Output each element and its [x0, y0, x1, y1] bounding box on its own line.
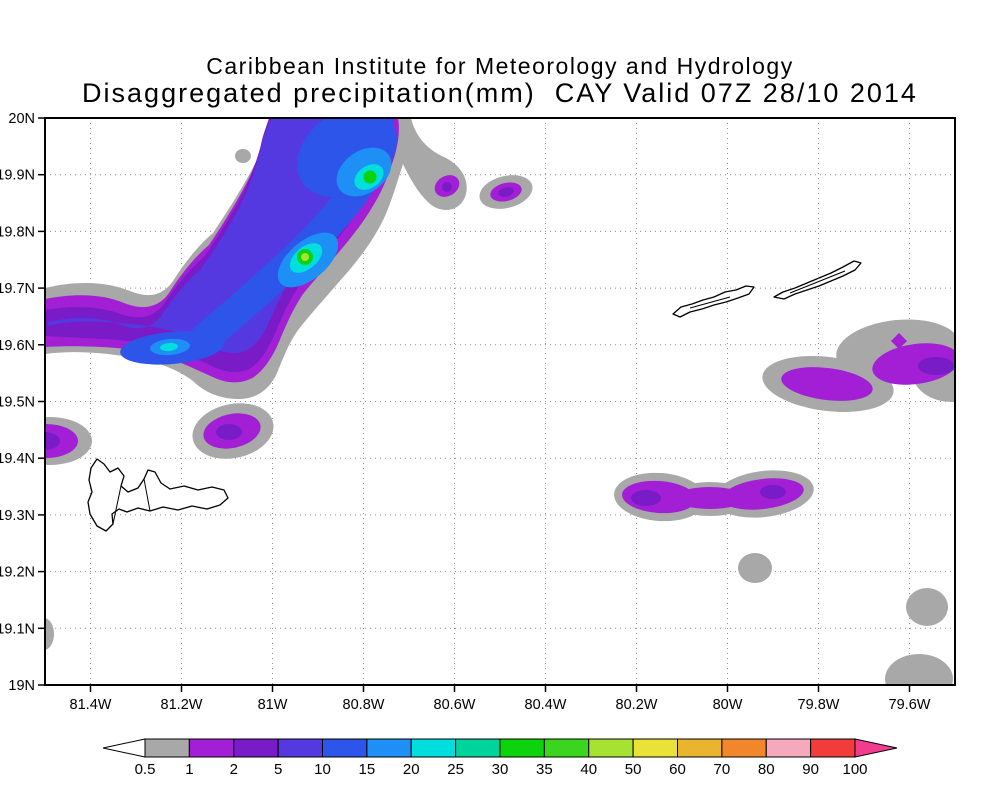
colorbar-tick-label: 50 [625, 761, 642, 778]
y-tick-label: 19.4N [0, 451, 35, 467]
speck-se-corner [885, 654, 953, 685]
y-tick-label: 19.6N [0, 338, 35, 354]
colorbar-tick-label: 2 [230, 761, 238, 778]
colorbar-segment [410, 738, 457, 758]
colorbar-segment [277, 738, 323, 758]
speck-west-edge [45, 618, 54, 650]
colorbar-tick-label: 25 [447, 761, 464, 778]
east-cluster-dot [891, 333, 907, 349]
colorbar-tick-label: 5 [274, 761, 282, 778]
east-cluster-1-b [781, 367, 873, 401]
colorbar-tick-label: 40 [580, 761, 597, 778]
speck-south-central [738, 553, 772, 583]
colorbar-tick-label: 60 [669, 761, 686, 778]
colorbar-segment [588, 738, 634, 758]
colorbar-tick-label: 30 [492, 761, 509, 778]
y-tick-label: 19N [8, 678, 35, 694]
x-tick-label: 80.2W [616, 697, 658, 713]
cayman-brac-outline [773, 260, 862, 300]
colorbar-tick-label: 1 [185, 761, 193, 778]
contour-hook-2 [442, 182, 452, 192]
east-cluster-2 [918, 357, 954, 375]
colorbar-segment [810, 738, 856, 758]
colorbar-segment [721, 738, 767, 758]
organization-title: Caribbean Institute for Meteorology and … [206, 53, 794, 79]
x-tick-label: 80.4W [525, 697, 567, 713]
x-tick-label: 79.6W [889, 697, 931, 713]
chart-title: Disaggregated precipitation(mm) CAY Vali… [82, 78, 918, 108]
x-tick-label: 80.8W [343, 697, 385, 713]
colorbar-tick-label: 70 [714, 761, 731, 778]
island-outlines [87, 260, 862, 532]
peak-north-30 [363, 170, 377, 184]
x-tick-label: 81.4W [70, 697, 112, 713]
colorbar-tick-label: 20 [403, 761, 420, 778]
x-tick-label: 81W [258, 697, 288, 713]
little-cayman-inner-line [689, 296, 731, 309]
y-tick-label: 19.7N [0, 281, 35, 297]
y-tick-label: 19.3N [0, 508, 35, 524]
colorbar-segment [144, 738, 190, 758]
colorbar-arrow-low [102, 738, 146, 758]
y-tick-label: 19.9N [0, 168, 35, 184]
colorbar-segment [188, 738, 235, 758]
speck-north [235, 149, 251, 163]
west-cell-2 [45, 432, 60, 450]
colorbar-arrow-high [854, 738, 898, 758]
cayman-brac-inner-line [789, 270, 846, 294]
west-cell-1 [45, 424, 78, 458]
x-tick-label: 79.8W [798, 697, 840, 713]
y-tick-label: 19.8N [0, 224, 35, 240]
y-tick-label: 20N [8, 111, 35, 127]
grand-cayman-district-line-2 [143, 478, 151, 512]
colorbar-tick-label: 80 [758, 761, 775, 778]
colorbar-tick-label: 100 [842, 761, 867, 778]
colorbar-segment [499, 738, 545, 758]
x-tick-label: 80W [713, 697, 743, 713]
island-north-cell-2 [216, 424, 242, 440]
colorbar-tick-label: 0.5 [135, 761, 156, 778]
colorbar-tick-label: 10 [314, 761, 331, 778]
speck-east-edge [906, 588, 948, 626]
x-axis-labels: 81.4W 81.2W 81W 80.8W 80.6W 80.4W 80.2W 80W 79.8… [70, 697, 931, 713]
precipitation-field [45, 118, 955, 685]
contour-west-lobe-20 [160, 342, 178, 352]
colorbar-segment [455, 738, 501, 758]
colorbar-segment [632, 738, 678, 758]
colorbar-segment [677, 738, 723, 758]
colorbar-segment [366, 738, 412, 758]
axis-ticks [38, 117, 911, 692]
colorbar-segment [765, 738, 812, 758]
y-axis-labels: 19N 19.1N 19.2N 19.3N 19.4N 19.5N 19.6N 19.7N 19… [0, 111, 35, 694]
gridlines [45, 118, 955, 685]
colorbar-tick-label: 35 [536, 761, 553, 778]
y-tick-label: 19.5N [0, 395, 35, 411]
grand-cayman-district-line-1 [112, 485, 122, 525]
south-band-2-a [631, 490, 661, 506]
colorbar-tick-label: 15 [359, 761, 376, 778]
south-band-2-b [760, 485, 786, 499]
y-tick-label: 19.1N [0, 621, 35, 637]
colorbar-segment [322, 738, 368, 758]
colorbar-segment [543, 738, 590, 758]
grand-cayman-outline [87, 458, 229, 532]
peak-south-40 [301, 253, 309, 261]
x-tick-label: 81.2W [161, 697, 203, 713]
y-tick-label: 19.2N [0, 565, 35, 581]
x-tick-label: 80.6W [434, 697, 476, 713]
colorbar-tick-label: 90 [802, 761, 819, 778]
colorbar-segment [233, 738, 279, 758]
colorbar: 0.5 1 2 5 10 15 20 25 30 35 40 50 60 70 80 90 100 [102, 738, 898, 778]
contour-main-band-5 [48, 118, 375, 354]
ne-oval-2 [498, 187, 514, 197]
